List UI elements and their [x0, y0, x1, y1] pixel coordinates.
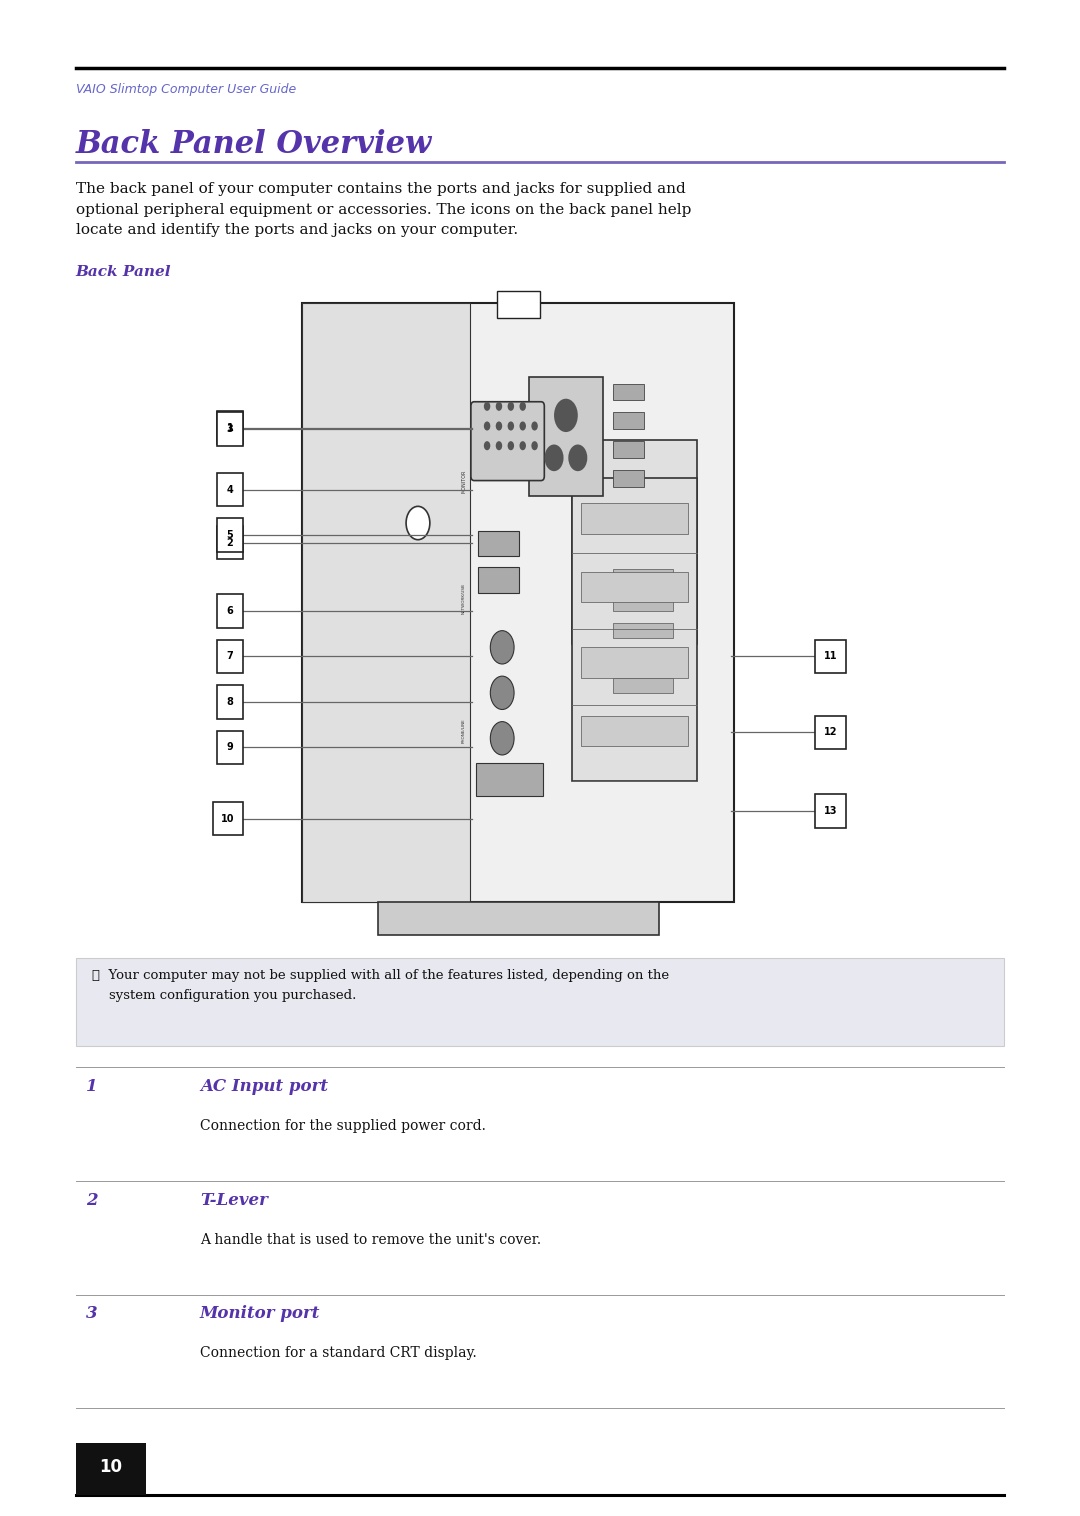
Bar	[478, 567, 519, 593]
Bar	[217, 731, 243, 764]
Text: T-Lever: T-Lever	[200, 1192, 268, 1208]
Circle shape	[490, 676, 514, 709]
Bar	[76, 1443, 146, 1495]
Bar	[581, 572, 688, 602]
FancyBboxPatch shape	[471, 402, 544, 481]
Text: MONITOR: MONITOR	[461, 470, 467, 493]
Circle shape	[484, 421, 490, 431]
Text: ✒  Your computer may not be supplied with all of the features listed, depending : ✒ Your computer may not be supplied with…	[92, 969, 669, 1002]
Text: PHONE/LINE: PHONE/LINE	[461, 719, 465, 743]
Circle shape	[531, 421, 538, 431]
Text: 9: 9	[227, 743, 233, 752]
Circle shape	[484, 402, 490, 411]
Text: Connection for a standard CRT display.: Connection for a standard CRT display.	[200, 1346, 476, 1360]
Circle shape	[544, 444, 564, 471]
Circle shape	[496, 421, 502, 431]
Bar	[217, 473, 243, 506]
Text: 1: 1	[227, 423, 233, 432]
Circle shape	[554, 399, 578, 432]
Text: 12: 12	[824, 728, 837, 737]
Bar	[581, 716, 688, 746]
Bar	[613, 623, 673, 638]
Text: 6: 6	[227, 606, 233, 615]
Bar	[613, 650, 673, 666]
Text: 10: 10	[221, 814, 234, 823]
Bar	[217, 594, 243, 628]
Bar	[613, 470, 644, 487]
Text: Back Panel Overview: Back Panel Overview	[76, 129, 432, 159]
Text: Back Panel: Back Panel	[76, 265, 171, 279]
Text: 4: 4	[227, 485, 233, 494]
Bar	[613, 678, 673, 693]
Bar	[302, 303, 470, 902]
Bar	[529, 377, 603, 496]
Circle shape	[519, 421, 526, 431]
Text: NETWORK/USB: NETWORK/USB	[461, 584, 465, 614]
Bar	[476, 763, 543, 796]
Circle shape	[508, 441, 514, 450]
Circle shape	[508, 421, 514, 431]
Text: AC Input port: AC Input port	[200, 1078, 328, 1095]
Bar	[217, 411, 243, 444]
Text: 10: 10	[99, 1458, 122, 1477]
Bar	[613, 596, 673, 611]
Text: 3: 3	[227, 424, 233, 434]
Circle shape	[484, 441, 490, 450]
Text: A handle that is used to remove the unit's cover.: A handle that is used to remove the unit…	[200, 1233, 541, 1246]
Text: 3: 3	[86, 1305, 98, 1322]
Text: 2: 2	[86, 1192, 98, 1208]
Bar	[378, 902, 659, 935]
Bar	[302, 303, 734, 902]
Circle shape	[406, 506, 430, 540]
Bar	[76, 958, 1004, 1046]
Circle shape	[531, 441, 538, 450]
Text: The back panel of your computer contains the ports and jacks for supplied and
op: The back panel of your computer contains…	[76, 182, 691, 236]
Circle shape	[519, 441, 526, 450]
Bar	[217, 412, 243, 446]
Bar	[613, 412, 644, 429]
Bar	[213, 802, 243, 835]
Text: 11: 11	[824, 652, 837, 661]
Bar	[613, 568, 673, 584]
Bar	[217, 640, 243, 673]
Text: 7: 7	[227, 652, 233, 661]
Bar	[217, 518, 243, 552]
Bar	[613, 441, 644, 458]
Bar	[572, 478, 697, 781]
Text: 5: 5	[227, 531, 233, 540]
Circle shape	[508, 402, 514, 411]
Bar	[217, 526, 243, 559]
Bar	[581, 647, 688, 678]
Bar	[613, 384, 644, 400]
Text: Monitor port: Monitor port	[200, 1305, 320, 1322]
Bar	[815, 640, 846, 673]
Circle shape	[496, 402, 502, 411]
Circle shape	[519, 402, 526, 411]
Text: 1: 1	[86, 1078, 98, 1095]
Bar	[572, 440, 697, 644]
Bar	[478, 531, 519, 556]
Bar	[217, 685, 243, 719]
Bar	[815, 794, 846, 828]
Text: 2: 2	[227, 538, 233, 547]
Text: 8: 8	[227, 697, 233, 706]
Bar	[497, 291, 540, 318]
Circle shape	[490, 722, 514, 755]
Bar	[581, 503, 688, 534]
Text: VAIO Slimtop Computer User Guide: VAIO Slimtop Computer User Guide	[76, 83, 296, 97]
Text: Connection for the supplied power cord.: Connection for the supplied power cord.	[200, 1119, 486, 1132]
Bar	[815, 716, 846, 749]
Text: 13: 13	[824, 807, 837, 816]
Circle shape	[496, 441, 502, 450]
Circle shape	[568, 444, 588, 471]
Circle shape	[490, 631, 514, 664]
